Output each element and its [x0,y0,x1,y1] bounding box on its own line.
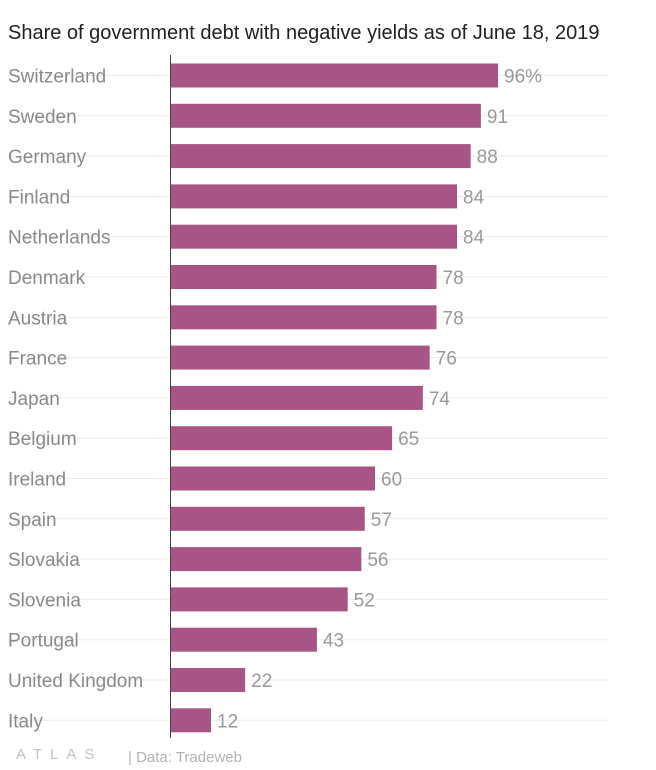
bar [170,587,348,612]
value-label: 76 [436,349,457,370]
value-label: 74 [429,389,451,410]
value-label: 12 [217,711,238,732]
value-label: 84 [463,187,485,208]
category-label: Switzerland [8,67,106,88]
bar [170,466,375,491]
bar [170,184,457,209]
value-label: 60 [381,470,402,491]
bar [170,506,365,531]
category-label: Finland [8,187,70,208]
atlas-logo-text: ATLAS [16,746,103,763]
bar [170,708,211,733]
bar [170,426,393,451]
value-label: 57 [371,510,392,531]
category-label: Slovakia [8,550,80,571]
category-label: Austria [8,308,68,329]
bar [170,385,423,410]
value-label: 91 [487,107,508,128]
category-label: Italy [8,711,43,732]
bar [170,305,437,330]
category-label: Germany [8,147,87,168]
value-label: 96% [504,67,542,88]
category-label: Netherlands [8,228,110,249]
bar [170,103,481,128]
category-label: Japan [8,389,60,410]
value-label: 43 [323,631,344,652]
bar [170,63,498,88]
value-label: 84 [463,228,485,249]
value-label: 52 [354,590,375,611]
bar [170,547,362,572]
category-label: Spain [8,510,57,531]
bar [170,265,437,289]
bar [170,224,457,249]
atlas-logo: ATLAS [16,746,102,763]
value-label: 88 [477,147,498,168]
category-label: Ireland [8,470,66,491]
category-label: Portugal [8,631,79,652]
data-source: | Data: Tradeweb [128,749,242,766]
category-label: Sweden [8,107,77,128]
category-label: France [8,349,67,370]
category-label: Slovenia [8,590,81,611]
bar [170,668,246,692]
category-label: Belgium [8,429,77,450]
category-label: United Kingdom [8,671,143,692]
bar [170,627,317,652]
category-label: Denmark [8,268,86,289]
bar [170,144,471,169]
bar [170,345,430,370]
value-label: 56 [367,550,388,571]
value-label: 22 [251,671,272,692]
value-label: 65 [398,429,419,450]
value-label: 78 [443,268,464,289]
chart-title: Share of government debt with negative y… [8,22,600,44]
value-label: 78 [443,308,464,329]
